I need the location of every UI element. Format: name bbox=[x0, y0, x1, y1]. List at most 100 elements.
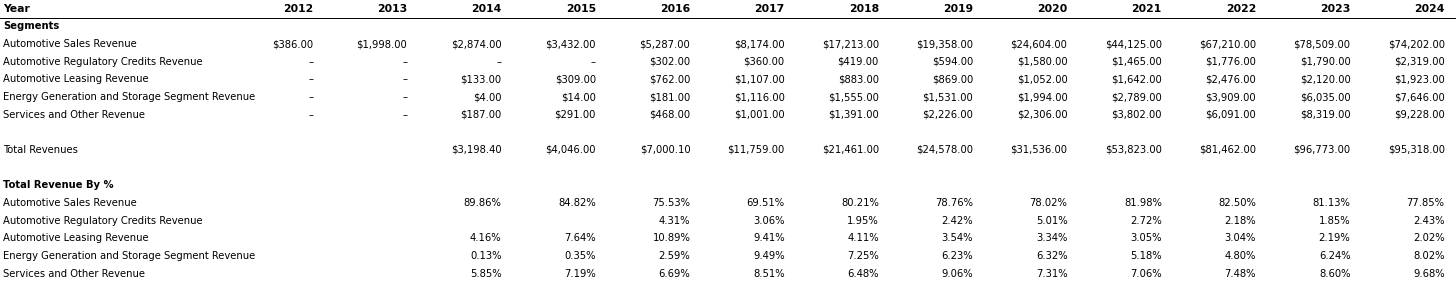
Text: $1,555.00: $1,555.00 bbox=[828, 92, 879, 102]
Text: $386.00: $386.00 bbox=[272, 39, 313, 49]
Text: 6.69%: 6.69% bbox=[658, 268, 690, 278]
Text: Energy Generation and Storage Segment Revenue: Energy Generation and Storage Segment Re… bbox=[3, 251, 255, 261]
Text: $14.00: $14.00 bbox=[561, 92, 596, 102]
Text: Total Revenues: Total Revenues bbox=[3, 145, 77, 155]
Text: $1,580.00: $1,580.00 bbox=[1016, 57, 1067, 67]
Text: $594.00: $594.00 bbox=[932, 57, 973, 67]
Text: 82.50%: 82.50% bbox=[1219, 198, 1257, 208]
Text: 9.06%: 9.06% bbox=[942, 268, 973, 278]
Text: 2.42%: 2.42% bbox=[942, 216, 973, 226]
Text: 9.41%: 9.41% bbox=[753, 233, 785, 243]
Text: $9,228.00: $9,228.00 bbox=[1393, 110, 1444, 120]
Text: 9.49%: 9.49% bbox=[753, 251, 785, 261]
Text: 80.21%: 80.21% bbox=[842, 198, 879, 208]
Text: $1,001.00: $1,001.00 bbox=[734, 110, 785, 120]
Text: 7.31%: 7.31% bbox=[1035, 268, 1067, 278]
Text: Services and Other Revenue: Services and Other Revenue bbox=[3, 268, 146, 278]
Text: $3,432.00: $3,432.00 bbox=[546, 39, 596, 49]
Text: $302.00: $302.00 bbox=[649, 57, 690, 67]
Text: 3.04%: 3.04% bbox=[1224, 233, 1257, 243]
Text: Automotive Leasing Revenue: Automotive Leasing Revenue bbox=[3, 74, 149, 84]
Text: $419.00: $419.00 bbox=[837, 57, 879, 67]
Text: $21,461.00: $21,461.00 bbox=[821, 145, 879, 155]
Text: 2013: 2013 bbox=[377, 4, 408, 14]
Text: 2.18%: 2.18% bbox=[1224, 216, 1257, 226]
Text: 2016: 2016 bbox=[660, 4, 690, 14]
Text: Automotive Leasing Revenue: Automotive Leasing Revenue bbox=[3, 233, 149, 243]
Text: 2023: 2023 bbox=[1321, 4, 1350, 14]
Text: $19,358.00: $19,358.00 bbox=[916, 39, 973, 49]
Text: Automotive Regulatory Credits Revenue: Automotive Regulatory Credits Revenue bbox=[3, 216, 202, 226]
Text: $762.00: $762.00 bbox=[649, 74, 690, 84]
Text: $1,465.00: $1,465.00 bbox=[1111, 57, 1162, 67]
Text: 2015: 2015 bbox=[566, 4, 596, 14]
Text: $291.00: $291.00 bbox=[555, 110, 596, 120]
Text: $8,319.00: $8,319.00 bbox=[1300, 110, 1350, 120]
Text: 4.80%: 4.80% bbox=[1224, 251, 1257, 261]
Text: $3,802.00: $3,802.00 bbox=[1111, 110, 1162, 120]
Text: 4.16%: 4.16% bbox=[470, 233, 502, 243]
Text: 3.06%: 3.06% bbox=[753, 216, 785, 226]
Text: $78,509.00: $78,509.00 bbox=[1293, 39, 1350, 49]
Text: 75.53%: 75.53% bbox=[652, 198, 690, 208]
Text: 0.13%: 0.13% bbox=[470, 251, 502, 261]
Text: Automotive Sales Revenue: Automotive Sales Revenue bbox=[3, 198, 137, 208]
Text: 6.24%: 6.24% bbox=[1319, 251, 1350, 261]
Text: $6,091.00: $6,091.00 bbox=[1206, 110, 1257, 120]
Text: 1.85%: 1.85% bbox=[1319, 216, 1350, 226]
Text: $187.00: $187.00 bbox=[460, 110, 502, 120]
Text: 2018: 2018 bbox=[849, 4, 879, 14]
Text: –: – bbox=[402, 74, 408, 84]
Text: –: – bbox=[591, 57, 596, 67]
Text: –: – bbox=[309, 57, 313, 67]
Text: 5.85%: 5.85% bbox=[470, 268, 502, 278]
Text: 8.60%: 8.60% bbox=[1319, 268, 1350, 278]
Text: 77.85%: 77.85% bbox=[1406, 198, 1444, 208]
Text: $1,391.00: $1,391.00 bbox=[828, 110, 879, 120]
Text: $1,642.00: $1,642.00 bbox=[1111, 74, 1162, 84]
Text: 2.19%: 2.19% bbox=[1319, 233, 1350, 243]
Text: $96,773.00: $96,773.00 bbox=[1293, 145, 1350, 155]
Text: $2,306.00: $2,306.00 bbox=[1016, 110, 1067, 120]
Text: $181.00: $181.00 bbox=[649, 92, 690, 102]
Text: Segments: Segments bbox=[3, 22, 60, 32]
Text: 84.82%: 84.82% bbox=[558, 198, 596, 208]
Text: $3,909.00: $3,909.00 bbox=[1206, 92, 1257, 102]
Text: 2020: 2020 bbox=[1037, 4, 1067, 14]
Text: $8,174.00: $8,174.00 bbox=[734, 39, 785, 49]
Text: $11,759.00: $11,759.00 bbox=[728, 145, 785, 155]
Text: $5,287.00: $5,287.00 bbox=[639, 39, 690, 49]
Text: 2.43%: 2.43% bbox=[1414, 216, 1444, 226]
Text: $869.00: $869.00 bbox=[932, 74, 973, 84]
Text: 78.02%: 78.02% bbox=[1029, 198, 1067, 208]
Text: 3.54%: 3.54% bbox=[942, 233, 973, 243]
Text: Automotive Sales Revenue: Automotive Sales Revenue bbox=[3, 39, 137, 49]
Text: $7,646.00: $7,646.00 bbox=[1393, 92, 1444, 102]
Text: –: – bbox=[309, 92, 313, 102]
Text: $1,052.00: $1,052.00 bbox=[1016, 74, 1067, 84]
Text: 9.68%: 9.68% bbox=[1414, 268, 1444, 278]
Text: $133.00: $133.00 bbox=[460, 74, 502, 84]
Text: $24,604.00: $24,604.00 bbox=[1010, 39, 1067, 49]
Text: 2012: 2012 bbox=[282, 4, 313, 14]
Text: 5.18%: 5.18% bbox=[1130, 251, 1162, 261]
Text: 7.19%: 7.19% bbox=[563, 268, 596, 278]
Text: 3.05%: 3.05% bbox=[1130, 233, 1162, 243]
Text: $2,120.00: $2,120.00 bbox=[1300, 74, 1350, 84]
Text: $1,790.00: $1,790.00 bbox=[1300, 57, 1350, 67]
Text: $2,476.00: $2,476.00 bbox=[1206, 74, 1257, 84]
Text: 2.72%: 2.72% bbox=[1130, 216, 1162, 226]
Text: $1,776.00: $1,776.00 bbox=[1206, 57, 1257, 67]
Text: –: – bbox=[402, 92, 408, 102]
Text: 81.13%: 81.13% bbox=[1312, 198, 1350, 208]
Text: –: – bbox=[309, 74, 313, 84]
Text: $67,210.00: $67,210.00 bbox=[1198, 39, 1257, 49]
Text: 1.95%: 1.95% bbox=[847, 216, 879, 226]
Text: 7.25%: 7.25% bbox=[847, 251, 879, 261]
Text: $883.00: $883.00 bbox=[837, 74, 879, 84]
Text: 78.76%: 78.76% bbox=[935, 198, 973, 208]
Text: 2024: 2024 bbox=[1414, 4, 1444, 14]
Text: $81,462.00: $81,462.00 bbox=[1200, 145, 1257, 155]
Text: 6.32%: 6.32% bbox=[1035, 251, 1067, 261]
Text: $74,202.00: $74,202.00 bbox=[1388, 39, 1444, 49]
